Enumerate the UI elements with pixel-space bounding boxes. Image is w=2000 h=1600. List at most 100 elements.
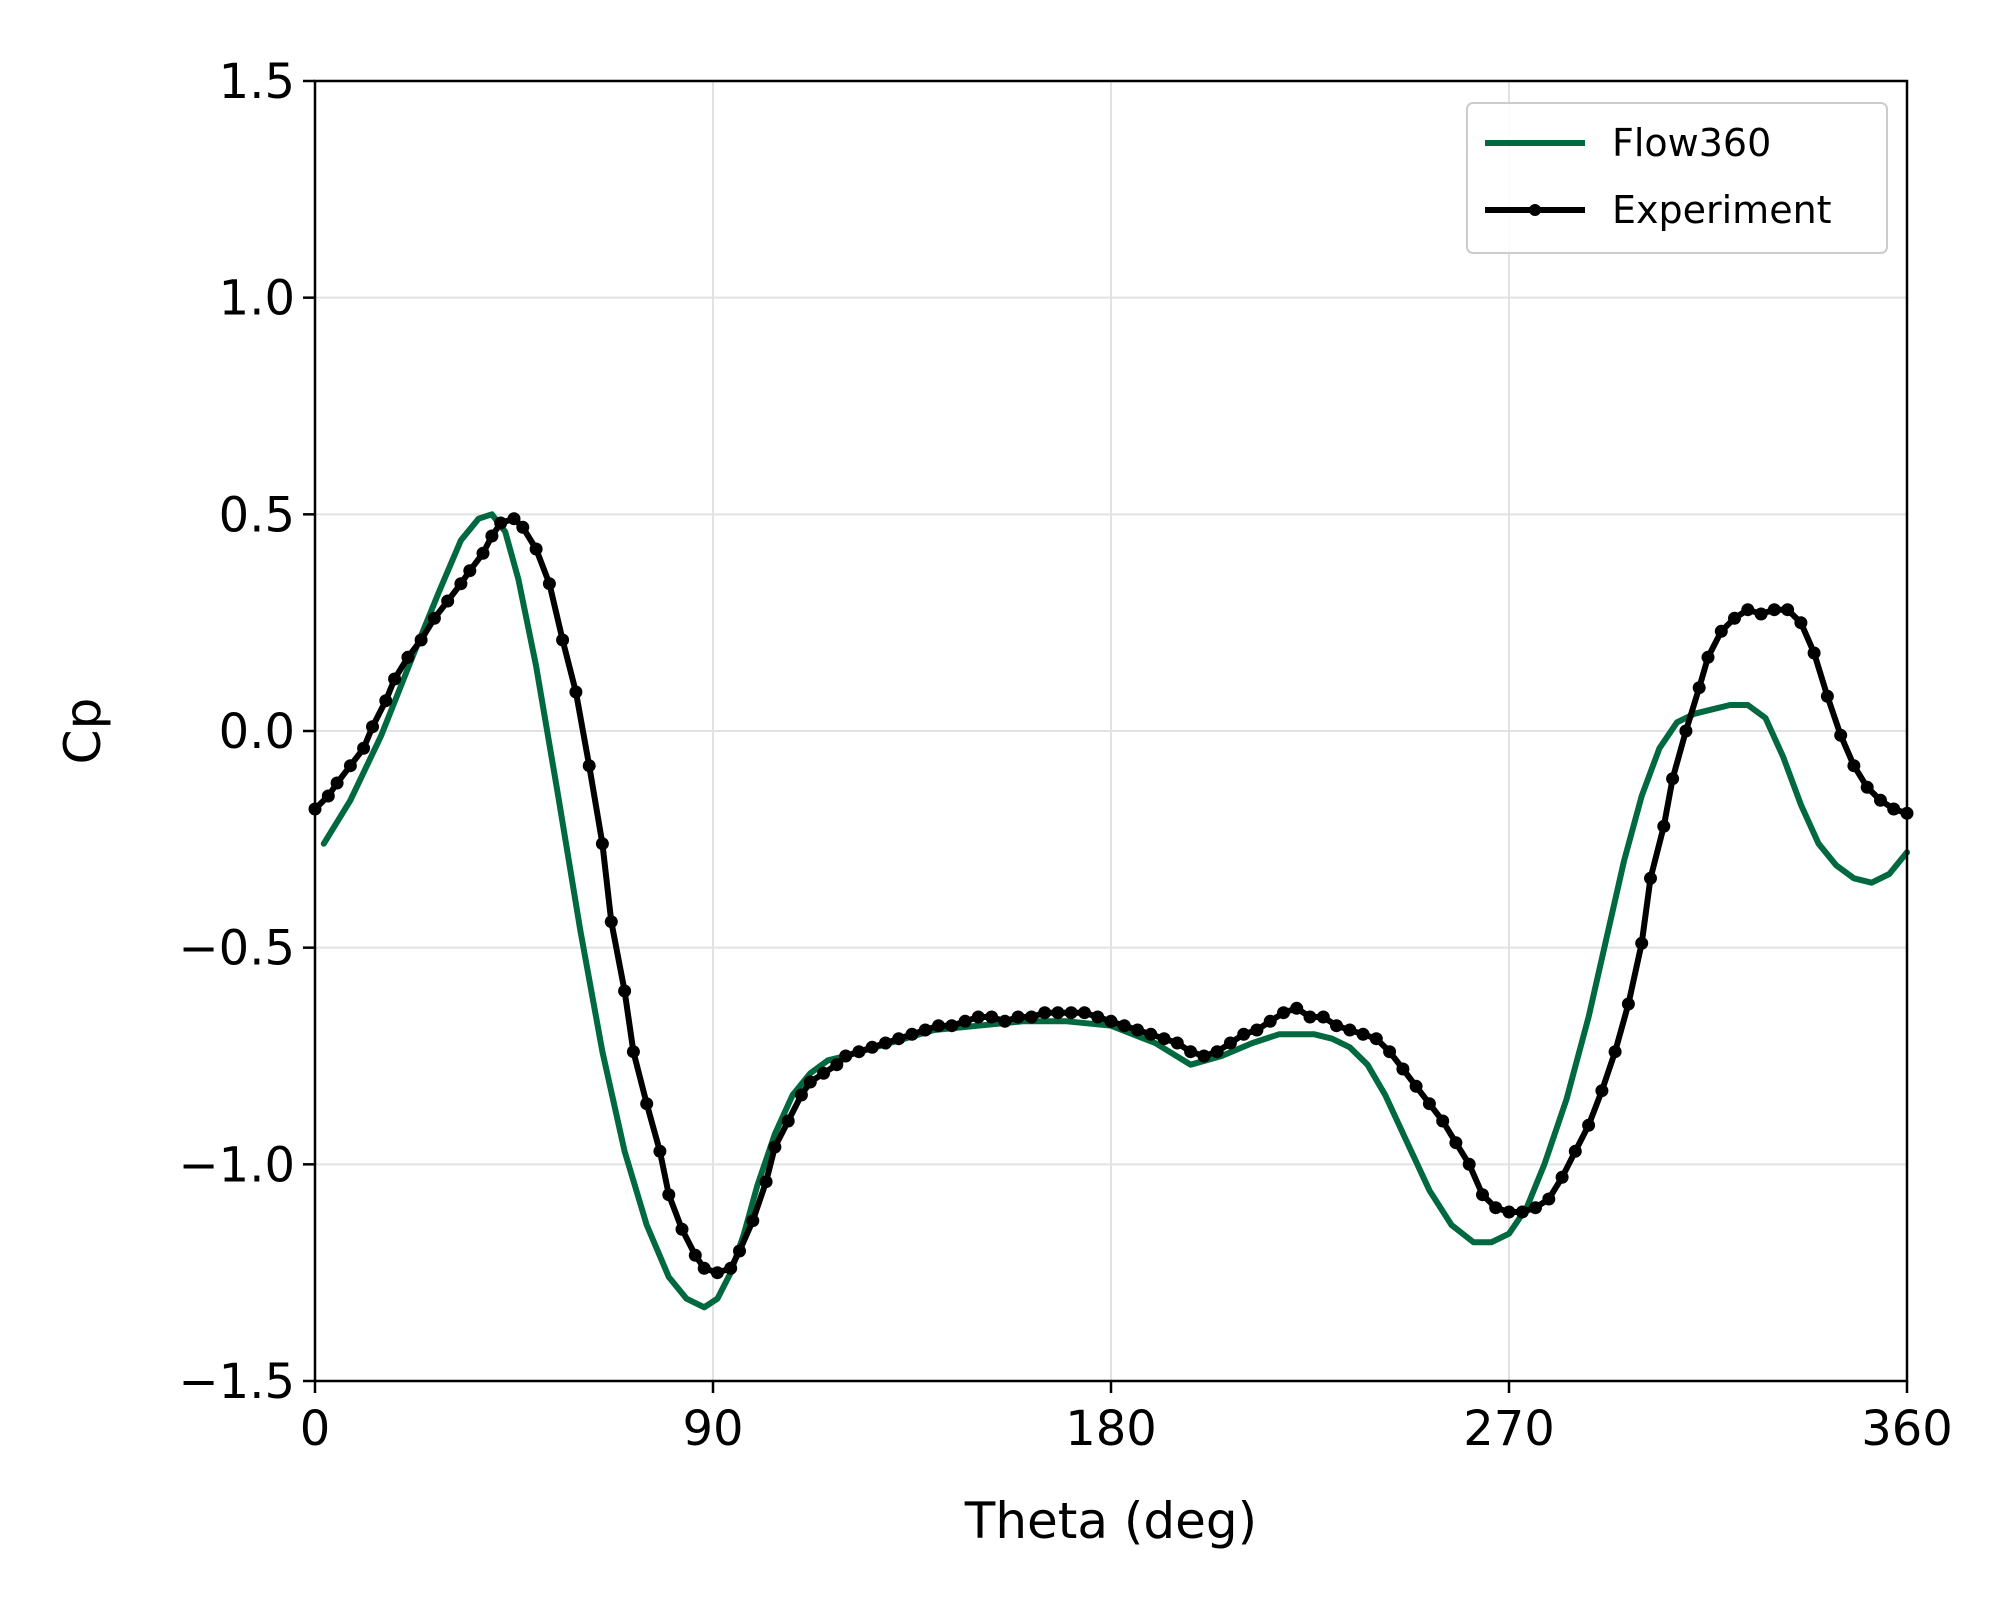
- data-point-experiment: [569, 685, 583, 699]
- data-point-experiment: [1197, 1049, 1211, 1063]
- data-point-experiment: [476, 546, 490, 560]
- data-point-experiment: [1820, 689, 1834, 703]
- data-point-experiment: [945, 1019, 959, 1033]
- data-point-experiment: [1290, 1001, 1304, 1015]
- data-point-experiment: [1436, 1114, 1450, 1128]
- data-point-experiment: [1024, 1010, 1038, 1024]
- data-point-experiment: [1794, 616, 1808, 630]
- x-tick-label: 270: [1463, 1401, 1555, 1457]
- data-point-experiment: [1635, 936, 1649, 950]
- data-point-experiment: [1263, 1014, 1277, 1028]
- data-point-experiment: [1237, 1027, 1251, 1041]
- data-point-experiment: [1847, 759, 1861, 773]
- data-point-experiment: [1131, 1023, 1144, 1037]
- data-point-experiment: [401, 650, 415, 664]
- data-point-experiment: [1887, 802, 1901, 816]
- y-tick-label: −0.5: [178, 921, 295, 977]
- data-point-experiment: [1091, 1010, 1105, 1024]
- data-point-experiment: [516, 520, 530, 534]
- y-tick-label: 0.0: [219, 704, 295, 760]
- data-point-experiment: [1754, 607, 1768, 621]
- data-point-experiment: [1117, 1019, 1131, 1033]
- data-point-experiment: [1462, 1157, 1476, 1171]
- data-point-experiment: [1860, 780, 1874, 794]
- data-point-experiment: [724, 1261, 738, 1275]
- data-point-experiment: [1064, 1006, 1078, 1020]
- data-point-experiment: [1657, 819, 1671, 833]
- data-point-experiment: [485, 529, 499, 543]
- axis-ticks: 0 90 180 270 360 −1.5 −1.0 −0.5 0.0 0.5 1.0 1.5: [178, 54, 1952, 1457]
- x-tick-label: 0: [300, 1401, 331, 1457]
- data-point-experiment: [1383, 1045, 1397, 1059]
- data-point-experiment: [733, 1244, 746, 1258]
- y-tick-label: −1.5: [178, 1354, 295, 1410]
- data-point-experiment: [1184, 1045, 1198, 1059]
- x-axis-label: Theta (deg): [964, 1492, 1257, 1550]
- data-point-experiment: [1714, 624, 1728, 638]
- legend-label-flow360: Flow360: [1612, 121, 1771, 165]
- data-point-experiment: [653, 1144, 667, 1158]
- data-point-experiment: [759, 1175, 773, 1189]
- data-point-experiment: [414, 633, 428, 647]
- data-point-experiment: [918, 1023, 932, 1037]
- data-point-experiment: [1011, 1010, 1025, 1024]
- data-point-experiment: [556, 633, 570, 647]
- data-point-experiment: [1701, 650, 1715, 664]
- data-point-experiment: [330, 776, 344, 790]
- data-point-experiment: [1834, 728, 1848, 742]
- data-point-experiment: [1038, 1006, 1052, 1020]
- data-point-experiment: [892, 1032, 906, 1046]
- data-point-experiment: [839, 1049, 853, 1063]
- data-point-experiment: [1051, 1006, 1065, 1020]
- data-point-experiment: [688, 1248, 702, 1262]
- data-point-experiment: [626, 1045, 640, 1059]
- data-point-experiment: [1582, 1118, 1596, 1132]
- data-point-experiment: [1409, 1079, 1423, 1093]
- data-point-experiment: [1692, 681, 1706, 695]
- data-point-experiment: [507, 512, 521, 526]
- data-point-experiment: [1542, 1192, 1556, 1206]
- data-point-experiment: [1449, 1136, 1463, 1150]
- data-point-experiment: [1356, 1027, 1370, 1041]
- data-point-experiment: [1369, 1032, 1383, 1046]
- data-point-experiment: [640, 1097, 654, 1111]
- y-tick-label: 1.0: [219, 271, 295, 327]
- data-point-experiment: [1250, 1023, 1264, 1037]
- data-point-experiment: [582, 759, 596, 773]
- data-point-experiment: [985, 1010, 999, 1024]
- data-point-experiment: [852, 1045, 866, 1059]
- data-point-experiment: [662, 1188, 676, 1202]
- x-tick-label: 180: [1065, 1401, 1157, 1457]
- y-tick-label: 1.5: [219, 54, 295, 110]
- data-point-experiment: [1644, 871, 1657, 885]
- data-point-experiment: [879, 1036, 892, 1050]
- data-point-experiment: [998, 1014, 1012, 1028]
- data-point-experiment: [710, 1266, 724, 1280]
- data-point-experiment: [366, 720, 379, 734]
- data-point-experiment: [321, 789, 335, 803]
- data-point-experiment: [1666, 772, 1680, 786]
- data-point-experiment: [1555, 1170, 1569, 1184]
- data-point-experiment: [1781, 603, 1795, 617]
- plot-series: [308, 511, 1914, 1311]
- data-point-experiment: [1767, 603, 1781, 617]
- data-point-experiment: [1679, 724, 1693, 738]
- data-point-experiment: [865, 1040, 879, 1054]
- data-point-experiment: [1422, 1097, 1436, 1111]
- data-point-experiment: [1210, 1045, 1224, 1059]
- y-tick-label: 0.5: [219, 487, 295, 543]
- data-point-experiment: [1621, 997, 1635, 1011]
- data-point-experiment: [1741, 603, 1755, 617]
- data-point-experiment: [1396, 1062, 1410, 1076]
- data-point-experiment: [1874, 793, 1887, 807]
- data-point-experiment: [343, 759, 357, 773]
- data-point-experiment: [1489, 1201, 1503, 1215]
- data-point-experiment: [1316, 1010, 1330, 1024]
- data-point-experiment: [1303, 1010, 1317, 1024]
- data-point-experiment: [768, 1140, 782, 1154]
- x-tick-label: 360: [1861, 1401, 1953, 1457]
- data-point-experiment: [1502, 1205, 1516, 1219]
- data-point-experiment: [379, 694, 393, 708]
- y-axis-label: Cp: [54, 698, 112, 765]
